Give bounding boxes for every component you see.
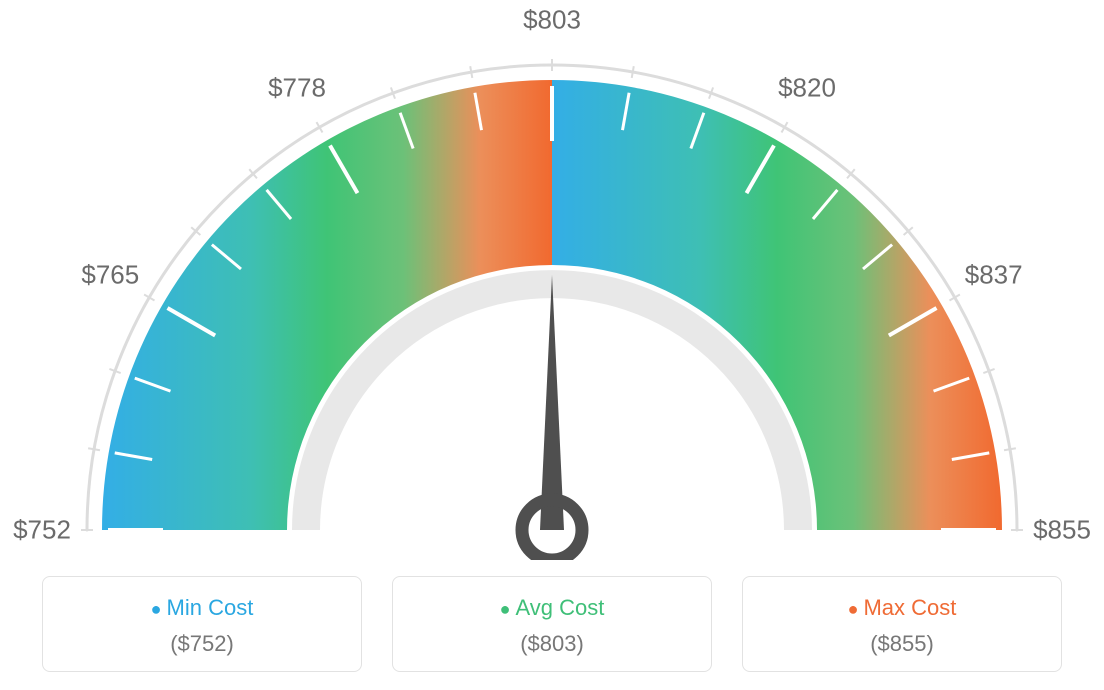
gauge-tick-label: $855 (1033, 515, 1091, 546)
gauge-tick-label: $752 (13, 515, 71, 546)
cost-gauge: $752 $765 $778 $803 $820 $837 $855 (0, 0, 1104, 560)
legend-max: Max Cost ($855) (742, 576, 1062, 672)
legend-avg-value: ($803) (403, 631, 701, 657)
gauge-tick-label: $765 (81, 260, 139, 291)
legend-avg: Avg Cost ($803) (392, 576, 712, 672)
gauge-svg (0, 0, 1104, 560)
legend-min-title: Min Cost (53, 595, 351, 621)
gauge-tick-label: $803 (523, 5, 581, 36)
legend-row: Min Cost ($752) Avg Cost ($803) Max Cost… (0, 576, 1104, 672)
legend-max-value: ($855) (753, 631, 1051, 657)
gauge-tick-label: $778 (268, 73, 326, 104)
gauge-tick-label: $820 (778, 73, 836, 104)
legend-avg-title: Avg Cost (403, 595, 701, 621)
gauge-tick-label: $837 (965, 260, 1023, 291)
legend-min-value: ($752) (53, 631, 351, 657)
legend-min: Min Cost ($752) (42, 576, 362, 672)
legend-max-title: Max Cost (753, 595, 1051, 621)
